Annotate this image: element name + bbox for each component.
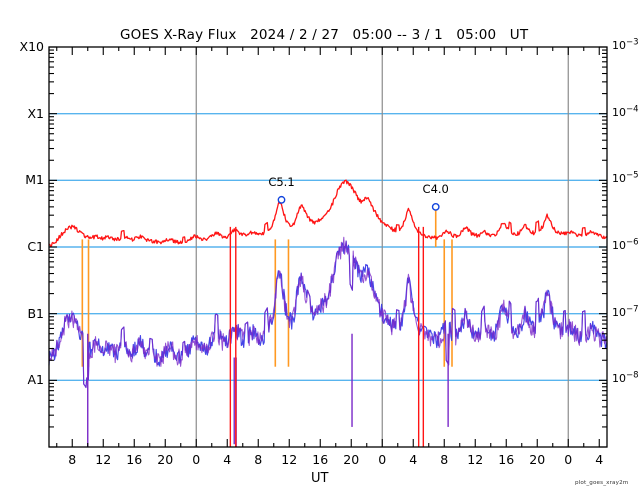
y-axis-left-label-B1: B1 (27, 305, 44, 321)
flare-label-C5.1: C5.1 (268, 174, 295, 189)
y-axis-right-label-10e-3: 10−3 (612, 37, 639, 52)
y-axis-right-label-10e-4: 10−4 (612, 104, 639, 119)
y-axis-left-label-X10: X10 (19, 39, 44, 54)
x-axis-tick-label-10: 0 (378, 452, 387, 467)
x-axis-tick-label-0: 8 (68, 452, 77, 467)
x-axis-tick-label-8: 16 (312, 452, 329, 467)
x-axis-tick-label-2: 16 (126, 452, 143, 467)
day-divider-group (195, 47, 569, 447)
y-axis-left-label-M1: M1 (25, 172, 44, 188)
short-channel-line-secondary (48, 236, 608, 389)
watermark-label: plot_goes_xray2m (575, 480, 629, 486)
y-axis-right-label-10e-5: 10−5 (612, 170, 639, 186)
page-title: GOES X-Ray Flux 2024 / 2 / 27 05:00 -- 3… (120, 27, 529, 43)
y-axis-right-label-10e-6: 10−6 (612, 237, 639, 252)
y-axis-right-label-10e-8: 10−8 (612, 370, 639, 386)
x-axis-tick-label-17: 4 (595, 452, 604, 467)
long-channel-series (48, 179, 608, 447)
x-axis-tick-label-16: 0 (564, 452, 573, 467)
x-axis-tick-label-6: 8 (254, 452, 263, 467)
x-axis-tick-label-1: 12 (95, 452, 112, 467)
y-axis-left-label-A1: A1 (27, 372, 44, 388)
x-axis-title: UT (311, 471, 329, 486)
y-axis-left-label-C1: C1 (27, 239, 44, 254)
y-axis-left-label-X1: X1 (27, 105, 44, 121)
flare-marker-group (277, 195, 440, 211)
x-axis-tick-label-9: 20 (343, 452, 360, 467)
x-axis-tick-label-12: 8 (440, 452, 449, 467)
plot-frame (48, 46, 608, 448)
x-axis-tick-label-14: 16 (498, 452, 515, 467)
x-axis-tick-label-4: 0 (192, 452, 201, 467)
x-axis-tick-label-7: 12 (281, 452, 298, 467)
y-axis-right-label-10e-7: 10−7 (612, 304, 639, 319)
gridlines-group (49, 112, 607, 382)
flare-label-C4.0: C4.0 (422, 181, 449, 196)
x-axis-tick-label-11: 4 (409, 452, 418, 467)
x-axis-tick-label-15: 20 (529, 452, 546, 467)
x-axis-tick-label-3: 20 (157, 452, 174, 467)
axis-ticks-group (49, 46, 607, 448)
flare-marker-C5.1[interactable] (277, 195, 286, 204)
x-axis-tick-label-5: 4 (223, 452, 232, 467)
long-channel-line (48, 179, 608, 247)
flare-marker-C4.0[interactable] (431, 202, 440, 211)
x-axis-tick-label-13: 12 (467, 452, 484, 467)
